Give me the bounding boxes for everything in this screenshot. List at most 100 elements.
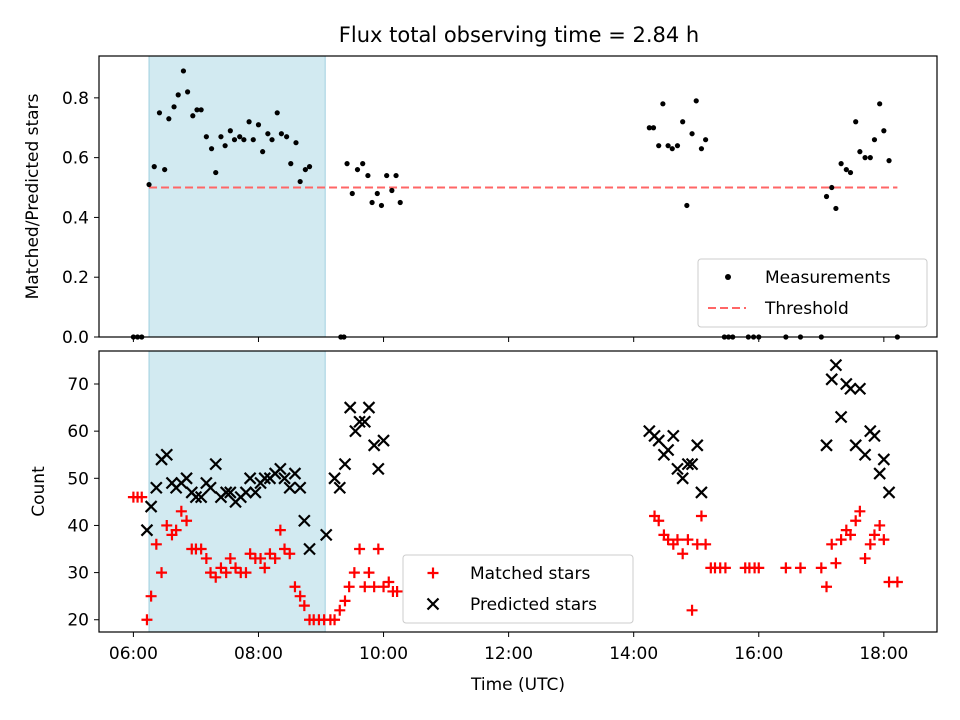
x-tick-label: 12:00	[484, 644, 533, 664]
x-axis-label: Time (UTC)	[470, 675, 565, 695]
x-tick-label: 14:00	[609, 644, 658, 664]
measurement-point	[384, 172, 390, 179]
measurement-point	[881, 128, 887, 134]
measurement-point	[374, 190, 380, 197]
predicted-stars-point	[685, 457, 699, 471]
matched-stars-point	[891, 576, 903, 588]
predicted-stars-point	[298, 514, 311, 528]
legend-label-predicted-stars: Predicted stars	[470, 595, 597, 615]
predicted-stars-point	[690, 439, 704, 452]
matched-stars-point	[181, 515, 193, 527]
matched-stars-point	[878, 534, 890, 546]
measurement-point	[349, 190, 355, 197]
matched-stars-point	[695, 510, 707, 522]
matched-stars-point	[175, 505, 187, 517]
matched-stars-point	[844, 529, 856, 541]
matched-stars-point	[864, 538, 876, 550]
matched-stars-point	[329, 614, 341, 626]
bottom-y-tick-label: 20	[67, 611, 89, 631]
matched-stars-point	[269, 552, 281, 564]
predicted-stars-point	[652, 434, 665, 447]
measurement-point	[360, 161, 366, 167]
matched-stars-point	[835, 534, 847, 546]
predicted-stars-point	[829, 358, 843, 372]
matched-stars-point	[156, 567, 168, 579]
legend-marker-measurements	[725, 274, 731, 280]
measurement-point	[365, 172, 371, 179]
matched-stars-point	[854, 505, 866, 517]
measurement-point	[194, 107, 200, 113]
predicted-stars-point	[333, 481, 347, 495]
x-tick-label: 18:00	[859, 644, 908, 664]
top-axes: 0.00.20.40.60.8 Matched/Predicted stars …	[23, 55, 938, 348]
measurement-point	[665, 143, 671, 149]
predicted-stars-point	[661, 443, 675, 457]
predicted-stars-point	[140, 523, 154, 537]
matched-stars-point	[391, 585, 403, 597]
legend-plus-glyph	[427, 567, 439, 579]
measurement-point	[293, 140, 299, 146]
measurement-point	[843, 166, 849, 173]
matched-stars-point	[383, 576, 395, 588]
predicted-stars-point	[372, 462, 385, 476]
measurement-point	[369, 199, 375, 206]
measurement-point	[393, 172, 399, 179]
bottom-axes: 06:00 08:00 10:00 12:00 14:00 16:00 18:00 20 30 4…	[29, 350, 938, 695]
matched-stars-point	[826, 538, 838, 550]
top-y-tick-label: 0.8	[62, 89, 89, 109]
matched-stars-point	[195, 543, 207, 555]
matched-stars-point	[220, 567, 232, 579]
matched-stars-point	[682, 534, 694, 546]
matched-stars-point	[348, 567, 360, 579]
measurement-point	[190, 113, 196, 119]
matched-stars-point	[363, 567, 375, 579]
legend-label-measurements: Measurements	[765, 268, 891, 288]
legend-x-glyph	[426, 597, 440, 611]
measurement-point	[227, 128, 233, 134]
measurement-point	[829, 184, 835, 191]
top-legend: Measurements Threshold	[697, 258, 928, 328]
predicted-stars-point	[249, 486, 262, 499]
measurement-point	[255, 122, 262, 128]
matched-stars-point	[368, 581, 380, 593]
measurement-point	[231, 137, 238, 143]
matched-stars-point	[354, 543, 366, 555]
top-axes-frame	[98, 55, 938, 338]
predicted-stars-point	[293, 481, 307, 495]
measurement-point	[260, 149, 266, 155]
bottom-y-tick-label: 70	[67, 375, 89, 395]
predicted-stars-point	[194, 490, 208, 504]
top-y-tick-label: 0.6	[62, 149, 89, 169]
chart-title: Flux total observing time = 2.84 h	[339, 23, 699, 47]
measurement-point	[680, 119, 686, 125]
matched-stars-point	[224, 552, 236, 564]
matched-stars-point	[274, 524, 286, 536]
measurement-point	[877, 101, 883, 107]
matched-stars-point	[859, 552, 871, 564]
matched-stars-point	[671, 534, 683, 546]
predicted-stars-point	[858, 448, 872, 462]
measurement-point	[674, 143, 681, 149]
predicted-stars-point	[849, 439, 862, 452]
measurement-point	[660, 101, 666, 107]
predicted-stars-point	[219, 486, 233, 499]
measurement-point	[302, 166, 308, 173]
matched-stars-point	[334, 604, 346, 616]
predicted-stars-point	[303, 542, 316, 556]
predicted-stars-point	[667, 429, 680, 443]
matched-stars-point	[653, 515, 665, 527]
matched-stars-point	[700, 538, 712, 550]
predicted-stars-point	[377, 434, 390, 447]
bottom-legend-box	[402, 554, 634, 624]
predicted-stars-point	[189, 490, 203, 504]
measurement-point	[246, 119, 252, 125]
matched-stars-point	[821, 581, 833, 593]
predicted-stars-point	[243, 472, 257, 485]
measurement-point	[278, 131, 285, 137]
measurement-point	[656, 143, 662, 149]
predicted-stars-point	[853, 382, 867, 395]
matched-stars-point	[677, 548, 689, 560]
matched-stars-point	[161, 519, 173, 531]
predicted-stars-point	[338, 457, 352, 471]
measurement-point	[218, 134, 224, 140]
